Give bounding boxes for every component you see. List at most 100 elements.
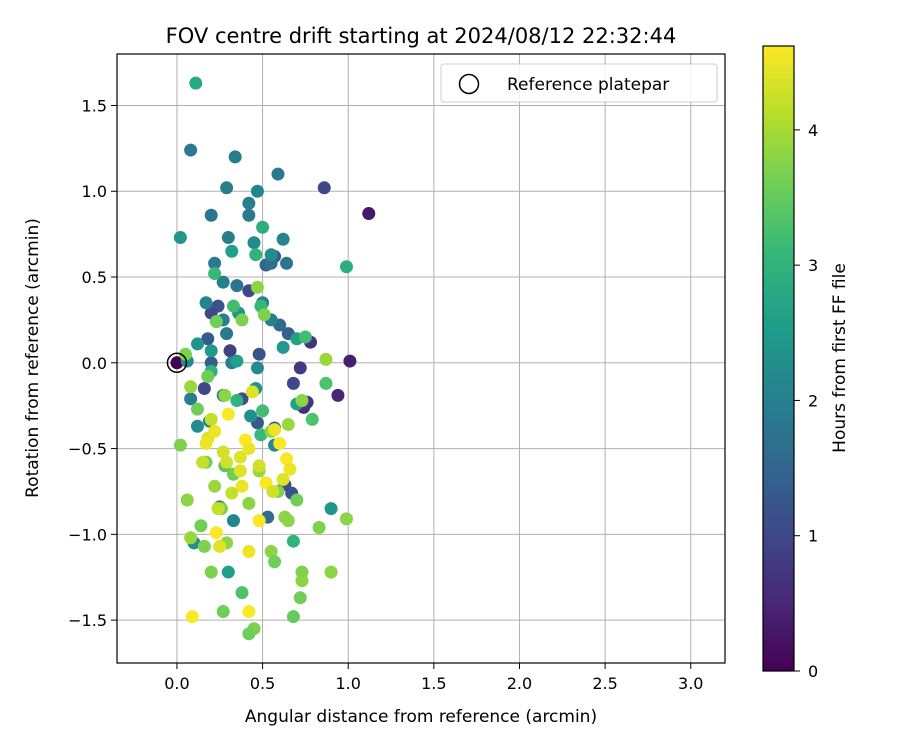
data-point: [286, 610, 300, 624]
data-point: [230, 279, 244, 293]
data-point: [295, 574, 309, 588]
data-point: [242, 496, 256, 510]
data-point: [276, 472, 290, 486]
data-point: [204, 344, 218, 358]
x-tick-label: 1.5: [421, 674, 446, 693]
data-point: [331, 388, 345, 402]
data-point: [225, 486, 239, 500]
data-point: [197, 539, 211, 553]
data-point: [286, 534, 300, 548]
chart-title: FOV centre drift starting at 2024/08/12 …: [166, 24, 677, 48]
data-point: [268, 555, 282, 569]
data-point: [242, 442, 256, 456]
data-point: [221, 407, 235, 421]
data-point: [280, 256, 294, 270]
data-point: [199, 436, 213, 450]
data-point: [204, 208, 218, 222]
data-point: [208, 256, 222, 270]
data-point: [226, 514, 240, 528]
data-point: [228, 150, 242, 164]
data-point: [254, 428, 268, 442]
data-point: [266, 484, 280, 498]
colorbar-ticks: 0 1 2 3 4: [794, 121, 818, 681]
data-point: [221, 565, 235, 579]
x-tick-label: 2.5: [592, 674, 617, 693]
data-point: [208, 424, 222, 438]
data-point: [184, 380, 198, 394]
data-point: [324, 502, 338, 516]
data-point: [235, 479, 249, 493]
y-tick-label: 1.5: [82, 96, 107, 115]
data-points: [166, 76, 376, 641]
y-tick-label: 1.0: [82, 182, 107, 201]
data-point: [179, 347, 193, 361]
data-point: [276, 232, 290, 246]
reference-platepar-marker: [166, 352, 188, 374]
legend-label: Reference platepar: [507, 75, 669, 95]
data-point: [201, 370, 215, 384]
data-point: [184, 531, 198, 545]
data-point: [213, 539, 227, 553]
data-point: [281, 514, 295, 528]
data-point: [221, 231, 235, 245]
data-point: [204, 565, 218, 579]
data-point: [319, 352, 333, 366]
data-point: [173, 231, 187, 245]
data-point: [252, 514, 266, 528]
data-point: [196, 455, 210, 469]
data-point: [220, 327, 234, 341]
data-point: [233, 464, 247, 478]
data-point: [339, 512, 353, 526]
data-point: [317, 181, 331, 195]
data-point: [233, 450, 247, 464]
y-tick-label: 0.5: [82, 268, 107, 287]
data-point: [249, 248, 263, 262]
data-point: [250, 280, 264, 294]
data-point: [194, 519, 208, 533]
data-point: [256, 220, 270, 234]
colorbar-tick-label: 0: [808, 662, 818, 681]
data-point: [276, 340, 290, 354]
legend-box: [440, 63, 718, 103]
data-point: [339, 260, 353, 274]
data-point: [220, 455, 234, 469]
data-point: [208, 479, 222, 493]
data-point: [220, 181, 234, 195]
data-point: [319, 376, 333, 390]
data-point: [343, 354, 357, 368]
data-point: [190, 419, 204, 433]
data-point: [293, 361, 307, 375]
data-point: [250, 361, 264, 375]
data-point: [264, 248, 278, 262]
data-point: [184, 143, 198, 157]
colorbar: 0 1 2 3 4 Hours from first FF file: [762, 45, 850, 681]
data-point: [235, 313, 249, 327]
data-point: [208, 267, 222, 281]
data-point: [216, 275, 230, 289]
data-point: [201, 332, 215, 346]
data-point: [312, 520, 326, 534]
data-point: [247, 236, 261, 250]
data-point: [204, 412, 218, 426]
data-point: [218, 388, 232, 402]
data-point: [286, 376, 300, 390]
colorbar-tick-label: 1: [808, 527, 818, 546]
colorbar-tick-label: 4: [808, 121, 818, 140]
data-point: [211, 502, 225, 516]
data-point: [242, 544, 256, 558]
colorbar-tick-label: 3: [808, 256, 818, 275]
plot-frame: [116, 53, 726, 664]
data-point: [242, 196, 256, 210]
colorbar-gradient: [762, 45, 795, 672]
x-tick-label: 3.0: [678, 674, 703, 693]
data-point: [189, 76, 203, 90]
x-tick-label: 0.0: [164, 674, 189, 693]
data-point: [305, 412, 319, 426]
data-point: [250, 184, 264, 198]
y-axis-label: Rotation from reference (arcmin): [23, 218, 43, 498]
x-axis-label: Angular distance from reference (arcmin): [245, 707, 597, 727]
data-point: [264, 544, 278, 558]
data-point: [256, 404, 270, 418]
data-point: [283, 462, 297, 476]
